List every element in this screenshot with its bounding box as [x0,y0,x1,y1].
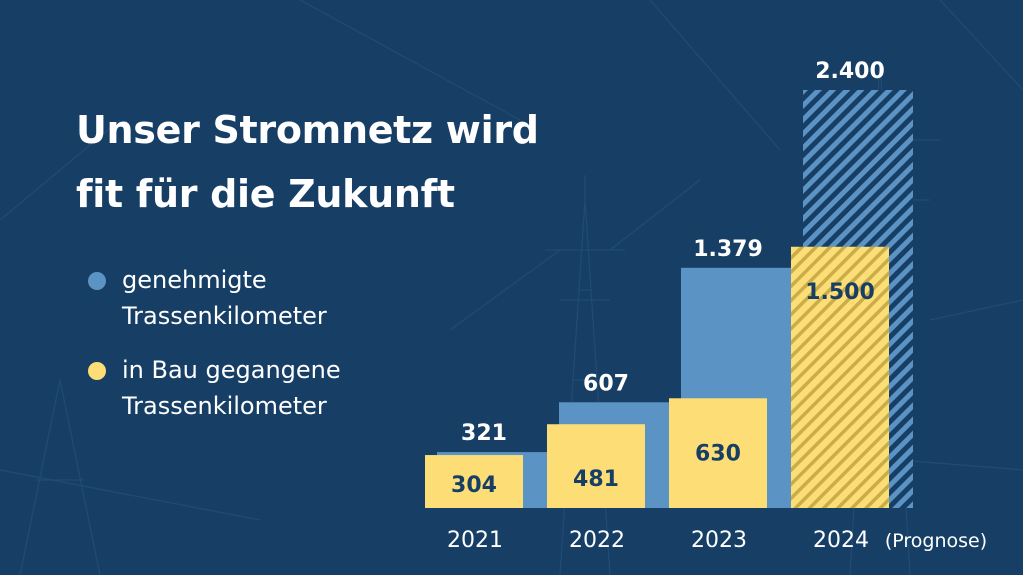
legend-item-construction: in Bau gegangene Trassenkilometer [88,352,382,424]
x-tick-label-2024: 2024 [813,528,869,553]
chart-legend: genehmigte Trassenkilometer in Bau gegan… [88,262,382,442]
value-label-construction-2023: 630 [695,441,741,466]
x-tick-label-2023: 2023 [691,528,747,553]
value-label-construction-2024: 1.500 [805,280,875,305]
value-label-approved-2023: 1.379 [693,237,763,262]
page-title: Unser Stromnetz wird fit für die Zukunft [76,98,539,226]
x-tick-label-2021: 2021 [447,528,503,553]
title-line-1: Unser Stromnetz wird [76,108,539,152]
legend-item-approved: genehmigte Trassenkilometer [88,262,382,334]
value-label-approved-2022: 607 [583,371,629,396]
legend-label-approved: genehmigte Trassenkilometer [122,266,327,330]
title-line-2: fit für die Zukunft [76,172,455,216]
bar-construction-2022 [547,424,645,508]
yellow-dot-icon [88,362,106,380]
x-tick-label-2022: 2022 [569,528,625,553]
legend-label-construction: in Bau gegangene Trassenkilometer [122,356,341,420]
bar-construction-2023 [669,398,767,508]
value-label-construction-2021: 304 [451,473,497,498]
blue-dot-icon [88,272,106,290]
x-tick-note-2024: (Prognose) [885,530,987,552]
bar-construction-2024 [791,246,889,508]
value-label-construction-2022: 481 [573,467,619,492]
value-label-approved-2024: 2.400 [815,59,885,84]
bar-construction-2021 [425,455,523,508]
value-label-approved-2021: 321 [461,421,507,446]
